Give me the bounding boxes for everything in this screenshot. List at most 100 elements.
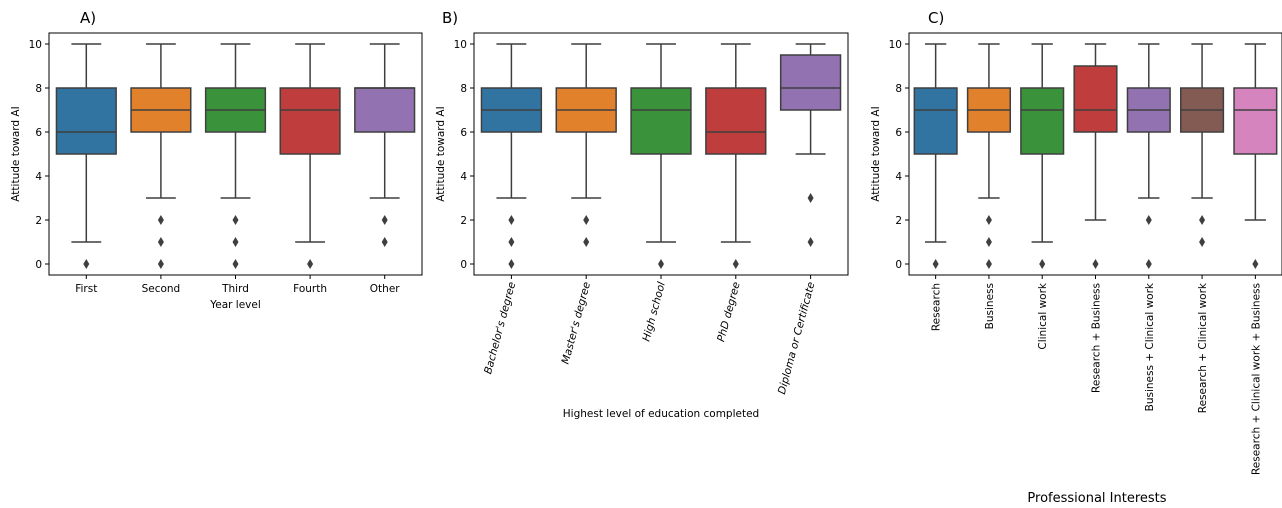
x-tick-label: Clinical work [1037,282,1049,350]
box-2 [966,43,1011,269]
box-7 [1233,43,1278,269]
box-iqr [630,87,692,155]
box-iqr [1073,65,1118,133]
box-iqr [354,87,416,133]
y-tick-label: 2 [35,215,42,227]
outlier-point [381,237,388,247]
panel-a: A) 0 2 4 6 8 10 Attitude toward AI First Second Th… [10,9,423,311]
outlier-point [1145,215,1152,225]
x-tick-label: Other [370,283,400,295]
outlier-point [1092,259,1099,269]
box-iqr [705,87,767,155]
box-iqr [913,87,958,155]
panel-letter: B) [442,9,458,27]
outlier-point [1199,237,1206,247]
outlier-point [232,237,239,247]
outlier-point [157,259,164,269]
box-iqr [1233,87,1278,155]
box-4 [705,43,767,269]
y-axis-label: Attitude toward AI [10,106,22,201]
y-tick-label: 8 [460,83,467,95]
x-tick-label: High school [640,281,667,343]
box-2 [555,43,617,247]
x-axis-label: Year level [209,299,261,311]
box-3 [204,43,267,269]
x-tick-label: Business + Clinical work [1144,282,1156,411]
box-1 [913,43,958,269]
x-tick-label: Research + Clinical work [1197,282,1209,413]
outlier-point [985,259,992,269]
y-tick-label: 10 [29,39,42,51]
box-5 [354,43,416,247]
y-tick-label: 10 [889,39,902,51]
y-tick-label: 10 [454,39,467,51]
y-tick-label: 4 [460,171,467,183]
y-tick-label: 6 [895,127,902,139]
box-6 [1180,43,1225,247]
outlier-point [381,215,388,225]
x-axis-label: Professional Interests [1027,491,1166,506]
outlier-point [583,215,590,225]
y-tick-label: 8 [35,83,42,95]
y-tick-label: 2 [895,215,902,227]
outlier-point [807,237,814,247]
outlier-point [807,193,814,203]
x-tick-label: First [75,283,97,295]
x-tick-label: Bachelor's degree [482,281,518,376]
x-axis-label: Highest level of education completed [563,408,759,420]
box-1 [55,43,117,269]
box-5 [1126,43,1171,269]
outlier-point [232,215,239,225]
outlier-point [508,259,515,269]
x-tick-label: Fourth [293,283,327,295]
y-tick-label: 8 [895,83,902,95]
x-tick-label: Master's degree [560,281,593,366]
y-tick-label: 2 [460,215,467,227]
y-tick-label: 0 [895,259,902,271]
box-4 [279,43,341,269]
outlier-point [985,215,992,225]
panel-b: B) 0 2 4 6 8 10 Attitude toward AI Bachelor's de… [435,9,849,420]
y-tick-label: 6 [35,127,42,139]
x-tick-label: PhD degree [715,281,742,343]
box-3 [1020,43,1065,269]
panel-letter: A) [80,9,96,27]
x-tick-label: Second [142,283,181,295]
box-5 [779,43,842,247]
outlier-point [508,215,515,225]
outlier-point [1039,259,1046,269]
x-tick-label: Research + Clinical work + Business [1250,283,1262,475]
outlier-point [583,237,590,247]
y-axis-label: Attitude toward AI [435,106,447,201]
x-tick-label: Business [984,283,996,329]
y-tick-label: 0 [460,259,467,271]
outlier-point [157,237,164,247]
box-iqr [779,54,842,111]
x-tick-label: Diploma or Certificate [776,281,818,396]
box-4 [1073,43,1118,269]
outlier-point [157,215,164,225]
y-tick-label: 4 [35,171,42,183]
outlier-point [1252,259,1259,269]
box-iqr [55,87,117,155]
x-tick-label: Research + Business [1091,283,1103,393]
x-tick-label: Third [221,283,249,295]
outlier-point [732,259,739,269]
panel-c: C) 0 2 4 6 8 10 Attitude toward AI Research Busin… [870,9,1282,506]
y-axis-label: Attitude toward AI [870,106,882,201]
outlier-point [932,259,939,269]
box-iqr [1020,87,1065,155]
panel-letter: C) [928,9,944,27]
outlier-point [1145,259,1152,269]
y-tick-label: 6 [460,127,467,139]
y-tick-label: 4 [895,171,902,183]
outlier-point [658,259,664,269]
outlier-point [985,237,992,247]
box-3 [630,43,692,269]
outlier-point [83,259,90,269]
box-1 [480,43,543,269]
box-iqr [279,87,341,155]
x-tick-label: Research [931,283,943,331]
y-tick-label: 0 [35,259,42,271]
